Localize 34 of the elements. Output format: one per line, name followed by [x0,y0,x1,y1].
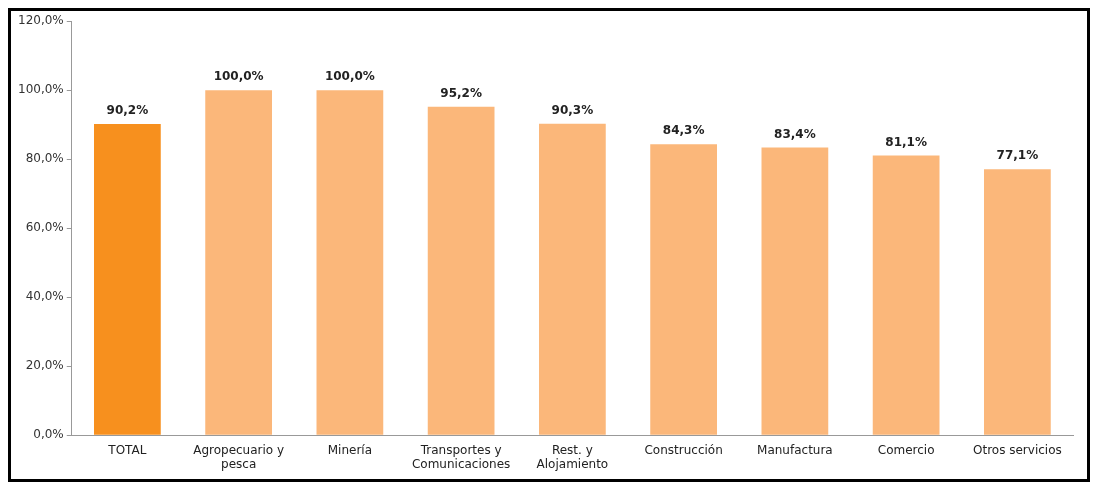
x-tick-label: Comercio [877,442,935,457]
x-tick-label: Agropecuario y pesca [193,442,285,471]
data-label: 83,4% [774,126,816,141]
x-tick-label: Transportes y Comunicaciones [411,442,511,471]
bar [316,90,384,435]
bar [872,155,940,435]
bar [761,147,829,435]
bar [94,124,161,435]
bar [539,123,606,435]
x-tick-label: Rest. y Alojamiento [536,442,609,471]
y-tick-label: 60,0% [25,220,64,235]
x-tick-label: Minería [327,442,373,457]
y-tick-label: 0,0% [33,427,64,442]
data-label: 90,2% [106,103,149,118]
data-label: 95,2% [440,85,482,100]
x-tick-label: Otros servicios [972,442,1062,457]
y-tick-label: 20,0% [25,358,64,373]
y-tick-label: 120,0% [17,13,64,28]
bar [984,169,1051,435]
y-tick-label: 100,0% [17,82,64,97]
data-label: 100,0% [324,69,375,84]
bar [427,106,495,435]
data-label: 100,0% [213,69,264,84]
bar [650,144,717,435]
data-label: 84,3% [662,123,705,138]
x-tick-label: Construcción [644,442,723,457]
y-tick-label: 40,0% [25,289,64,304]
data-label: 77,1% [996,148,1039,163]
x-tick-label: Manufactura [757,442,833,457]
bar [205,90,273,435]
y-tick-label: 80,0% [25,151,64,166]
data-label: 90,3% [551,102,594,117]
x-tick-label: TOTAL [107,442,147,457]
data-label: 81,1% [885,134,927,149]
